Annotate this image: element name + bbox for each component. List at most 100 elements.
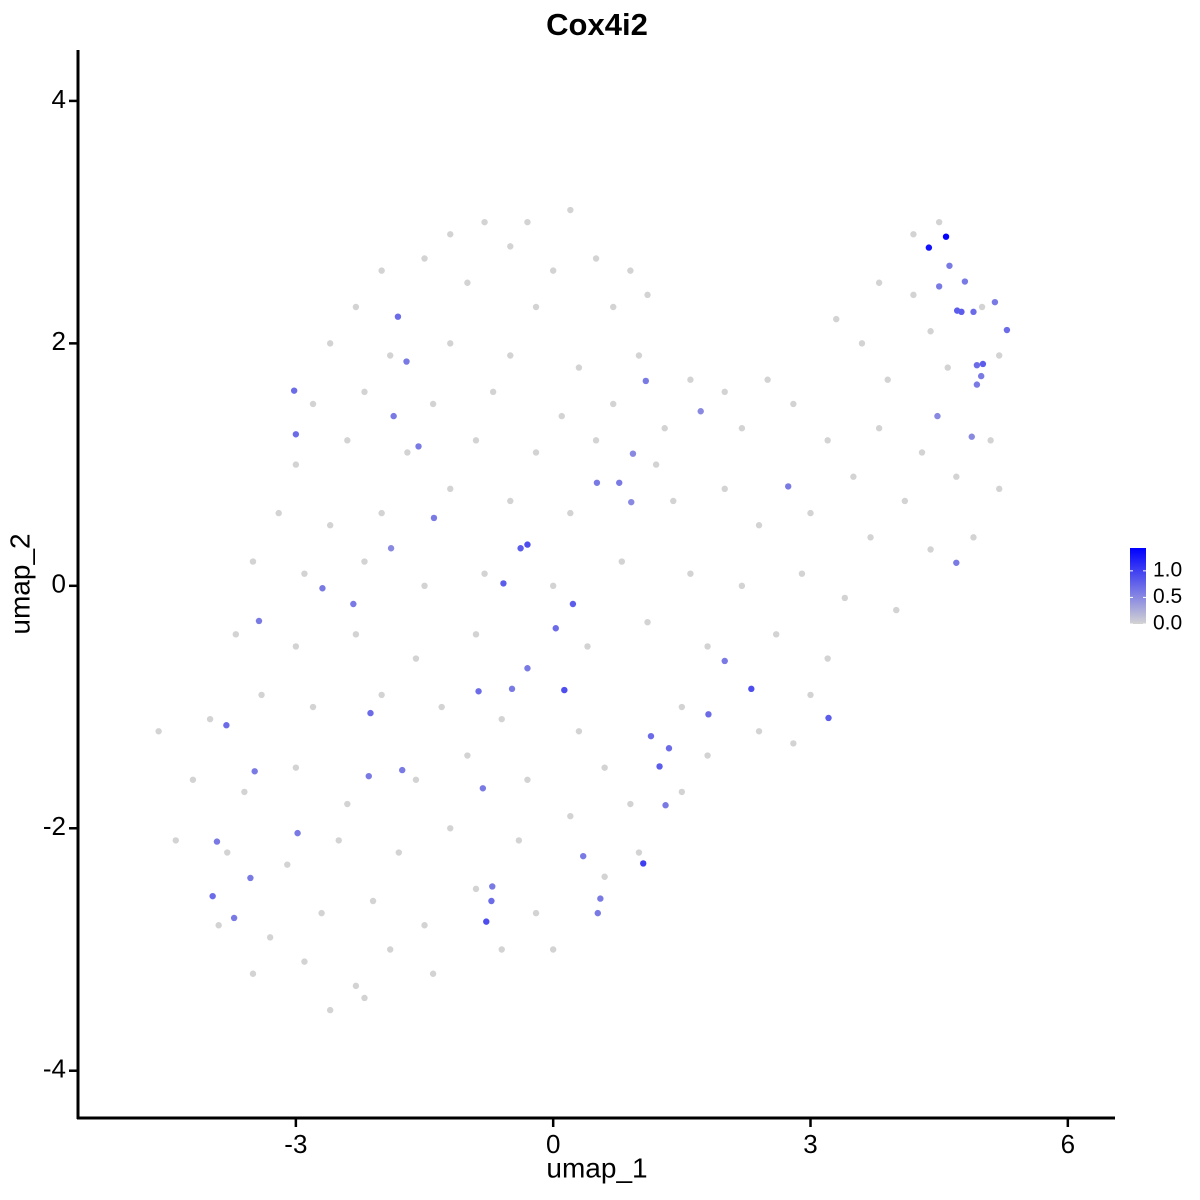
point [910, 231, 917, 238]
point [925, 244, 933, 251]
point [284, 861, 291, 868]
point [610, 400, 617, 408]
point [594, 909, 601, 917]
point [292, 643, 300, 650]
point [549, 267, 557, 274]
point [524, 218, 531, 226]
point [387, 946, 394, 953]
color-tick-label: 0.5 [1153, 585, 1182, 608]
point [326, 1006, 334, 1014]
point [507, 352, 514, 359]
point [824, 655, 831, 662]
point [652, 461, 660, 468]
point [412, 655, 420, 662]
point [678, 788, 686, 796]
point [942, 233, 950, 240]
point [790, 400, 797, 408]
y-tick-label: -2 [43, 811, 66, 841]
point [421, 922, 428, 929]
point [472, 631, 480, 638]
point [500, 580, 507, 587]
point [616, 479, 623, 486]
point [524, 776, 531, 783]
y-tick-label: 2 [52, 326, 66, 356]
point [597, 895, 604, 902]
point [430, 514, 438, 522]
point [475, 688, 482, 695]
point [365, 772, 372, 780]
point [850, 473, 857, 480]
point [532, 449, 540, 456]
point [517, 545, 524, 552]
point [266, 934, 274, 941]
point [378, 267, 385, 274]
point [552, 625, 559, 632]
point [464, 279, 471, 286]
point [558, 412, 565, 420]
point [352, 303, 360, 311]
point [241, 788, 248, 796]
point [610, 303, 617, 311]
point [901, 497, 909, 505]
point [369, 897, 377, 905]
point [515, 837, 523, 844]
point [884, 376, 891, 383]
point [893, 606, 900, 614]
point [935, 283, 943, 290]
point [532, 909, 540, 917]
point [567, 206, 574, 214]
y-tick-label: 0 [52, 569, 66, 599]
point [858, 340, 866, 347]
point [764, 376, 771, 383]
point [561, 686, 568, 694]
point [628, 498, 635, 506]
point [979, 360, 987, 368]
point [910, 291, 917, 299]
chart-title: Cox4i2 [546, 7, 648, 42]
point [991, 298, 999, 306]
point [875, 425, 883, 432]
point [996, 352, 1003, 359]
point [301, 958, 308, 965]
point [404, 449, 411, 456]
point [678, 703, 686, 711]
point [292, 461, 300, 468]
y-axis-title: umap_2 [4, 533, 35, 634]
color-bar [1130, 548, 1146, 624]
point [635, 849, 643, 856]
point [580, 852, 587, 860]
point [927, 546, 934, 553]
point [361, 994, 368, 1002]
color-tick-label: 0.0 [1153, 612, 1182, 635]
point [361, 558, 368, 565]
point [697, 408, 704, 415]
point [973, 381, 981, 388]
point [704, 752, 711, 759]
point [841, 594, 849, 602]
point [618, 558, 626, 565]
color-tick-label: 1.0 [1153, 558, 1182, 581]
point [412, 776, 420, 783]
point [656, 763, 663, 770]
point [189, 776, 197, 783]
point [232, 631, 240, 638]
point [532, 303, 540, 311]
point [488, 897, 495, 905]
point [875, 279, 883, 286]
point [755, 522, 763, 529]
point [319, 585, 326, 592]
x-axis-title: umap_1 [546, 1152, 647, 1183]
point [627, 267, 634, 274]
point [961, 278, 969, 285]
point [592, 255, 600, 262]
point [601, 873, 608, 880]
point [978, 303, 986, 311]
point [301, 570, 308, 577]
point [309, 400, 317, 408]
x-tick-label: 0 [546, 1129, 560, 1159]
point [309, 703, 317, 711]
point [524, 665, 531, 672]
point [867, 534, 874, 541]
point [772, 631, 780, 638]
point [255, 617, 263, 625]
